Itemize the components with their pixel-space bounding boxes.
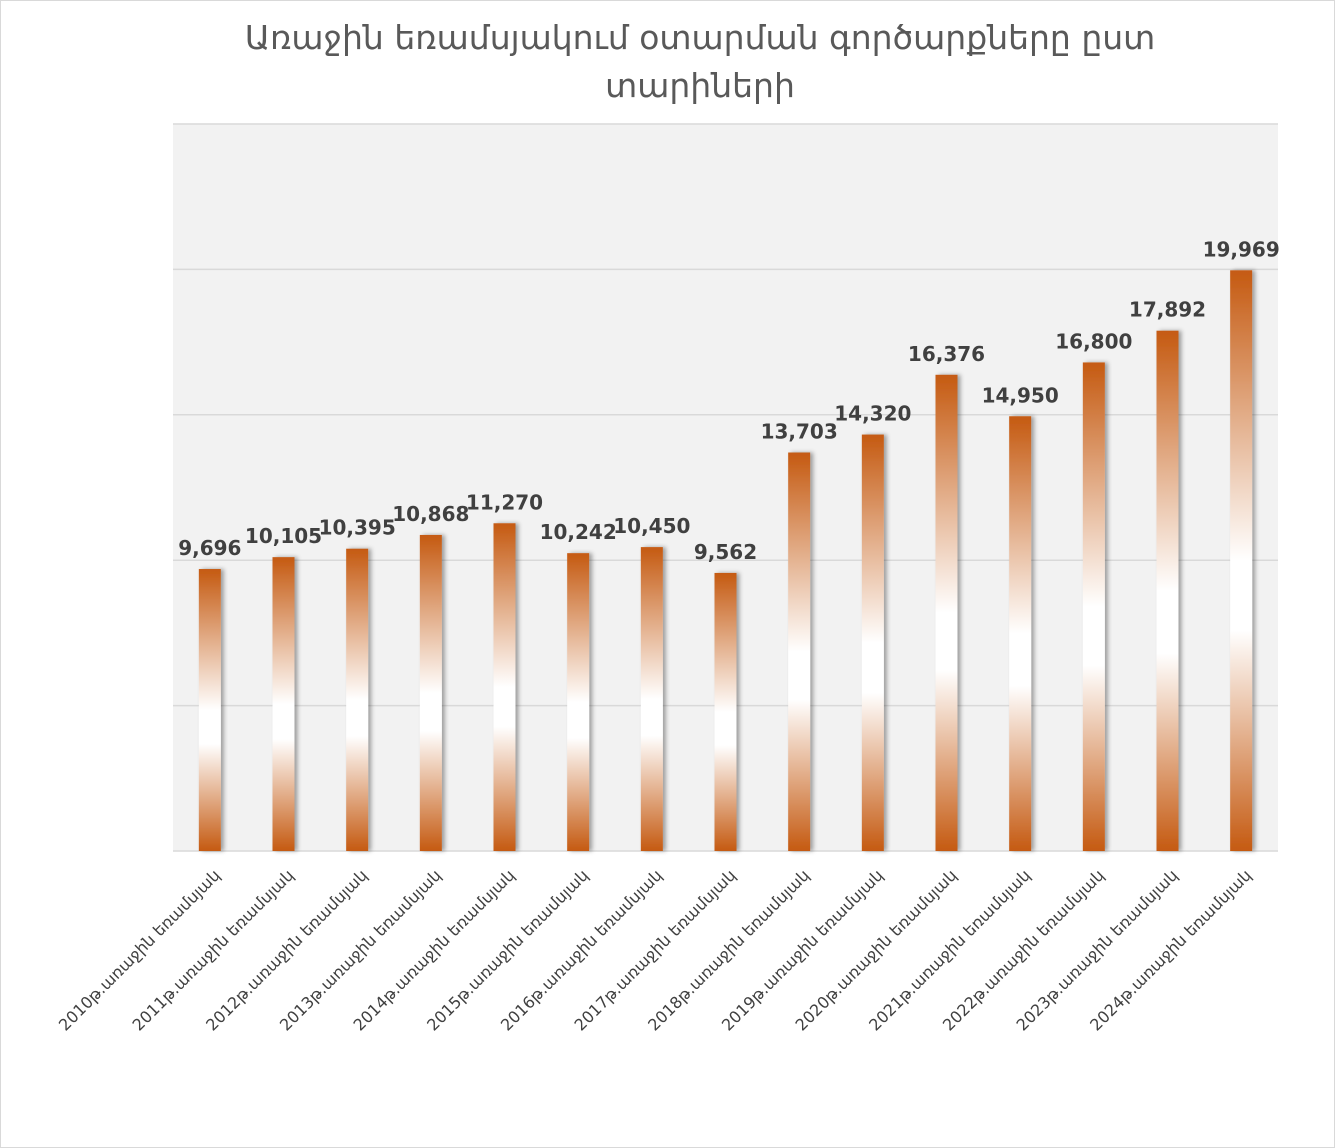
data-label: 13,703 [761,420,838,444]
bar [935,374,958,851]
bar [567,553,590,851]
data-label: 10,105 [245,524,322,548]
bar [1230,270,1253,851]
data-label: 10,395 [319,516,396,540]
data-label: 16,800 [1055,329,1132,353]
data-label: 17,892 [1129,298,1206,322]
bar [861,434,884,851]
data-label: 11,270 [466,490,543,514]
bar [1082,362,1105,851]
bar [788,452,811,851]
bar [1156,330,1179,851]
bar [346,548,369,851]
bar [198,569,221,851]
data-label: 16,376 [908,342,985,366]
data-label: 10,868 [392,502,469,526]
bar [714,572,737,851]
x-tick-label: 2024թ.առաջին եռամսյակ [1086,866,1255,1035]
data-label: 10,242 [540,520,617,544]
bar [272,557,295,851]
data-label: 19,969 [1203,237,1280,261]
bar [493,523,516,851]
data-label: 10,450 [613,514,690,538]
chart-title: Առաջին եռամսյակում օտարման գործարքները ը… [244,18,1156,105]
data-label: 14,950 [982,383,1059,407]
bar [419,534,442,851]
data-label: 9,696 [178,536,241,560]
bar [640,547,663,851]
bar [1009,416,1032,851]
data-label: 9,562 [694,540,757,564]
data-label: 14,320 [834,402,911,426]
